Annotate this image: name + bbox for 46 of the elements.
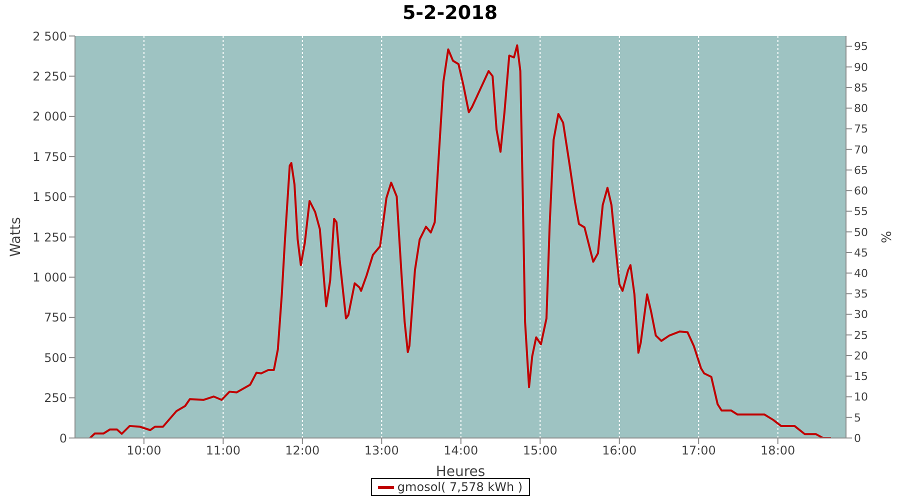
x-axis-title: Heures [436,464,486,480]
x-tick-label: 14:00 [444,444,478,458]
y2-tick-label: 10 [854,390,868,404]
y2-tick-label: 90 [854,60,868,74]
y2-tick-label: 15 [854,370,868,384]
y2-tick-label: 65 [854,164,868,177]
line-series [89,44,832,438]
y2-tick-label: 30 [854,308,868,322]
x-tick-label: 18:00 [760,444,796,458]
x-tick-label: 10:00 [126,444,162,458]
x-tick-label: 11:00 [206,444,240,458]
y2-tick-label: 5 [854,411,861,424]
y2-tick-label: 0 [854,432,861,445]
chart-title: 5-2-2018 [401,2,499,24]
y2-tick-label: 55 [854,205,868,218]
legend-label: gmosol( 7,578 kWh ) [396,480,523,494]
y2-tick-label: 25 [854,328,868,342]
x-tick-label: 13:00 [364,444,399,458]
y2-tick-label: 70 [854,143,868,156]
y-tick-label: 250 [44,391,67,406]
y2-tick-label: 85 [854,81,868,94]
y-tick-label: 750 [44,310,67,325]
y-tick-label: 2 000 [32,110,67,124]
y2-tick-label: 75 [854,122,868,136]
x-tick-label: 12:00 [285,444,320,458]
y-tick-label: 1 750 [32,150,67,164]
y-tick-label: 2 250 [32,69,67,84]
y-tick-label: 1 250 [32,230,67,244]
y2-tick-label: 95 [854,40,868,54]
y-tick-label: 0 [59,431,67,446]
y-axis-title: Watts [8,217,24,257]
y-tick-label: 1 500 [32,190,67,204]
y2-tick-label: 60 [854,184,868,198]
x-tick-label: 16:00 [602,444,637,458]
y2-tick-label: 35 [854,288,868,301]
y-tick-label: 2 500 [32,29,67,44]
y2-tick-label: 20 [854,349,868,362]
y2-axis-title: % [877,230,892,244]
y-tick-label: 500 [44,350,67,365]
y2-tick-label: 50 [854,226,868,239]
y2-tick-label: 80 [854,102,868,116]
y2-tick-label: 45 [854,246,868,260]
x-tick-label: 15:00 [522,444,558,458]
y-tick-label: 1 000 [32,270,67,284]
x-tick-label: 17:00 [681,444,716,458]
y2-tick-label: 40 [854,266,868,280]
